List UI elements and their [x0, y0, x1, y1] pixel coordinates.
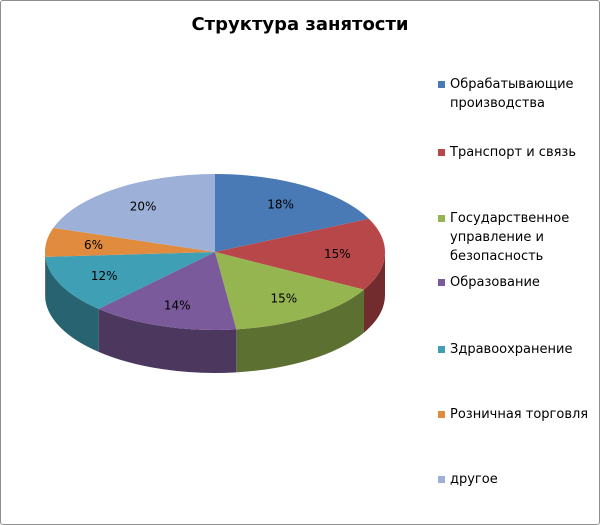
pie-slice [98, 252, 237, 330]
data-label: 12% [91, 269, 118, 283]
pie-slice [215, 218, 386, 290]
pie-slice [215, 174, 369, 252]
pie-slice-side [98, 308, 237, 373]
pie-slice [215, 252, 364, 330]
legend-swatch [438, 81, 445, 88]
legend-label: Образование [450, 275, 540, 290]
legend-label: Обрабатывающие производства [450, 77, 574, 111]
legend-swatch [438, 215, 445, 222]
legend-label: Здравоохранение [450, 342, 573, 357]
pie-slice [45, 252, 216, 309]
legend-swatch [438, 411, 445, 418]
legend-label: Транспорт и связь [450, 145, 577, 160]
data-label: 6% [84, 238, 103, 252]
data-label: 20% [130, 200, 157, 214]
pie-slice-side [236, 289, 364, 373]
pie-slice-side [45, 256, 99, 352]
data-label: 15% [270, 291, 297, 305]
data-label: 14% [164, 298, 191, 312]
legend-label: Государственное управление и безопасность [450, 211, 570, 264]
legend-swatch [438, 476, 445, 483]
pie-slice [53, 174, 216, 252]
legend-swatch [438, 149, 445, 156]
legend-swatch [438, 279, 445, 286]
legend-label: Розничная торговля [450, 407, 589, 422]
data-label: 15% [324, 247, 351, 261]
data-label: 18% [267, 198, 294, 212]
chart-title: Структура занятости [191, 14, 409, 35]
pie-slice-side [363, 252, 386, 333]
pie-slice [44, 227, 215, 257]
legend-swatch [438, 346, 445, 353]
legend-label: другое [450, 472, 498, 487]
